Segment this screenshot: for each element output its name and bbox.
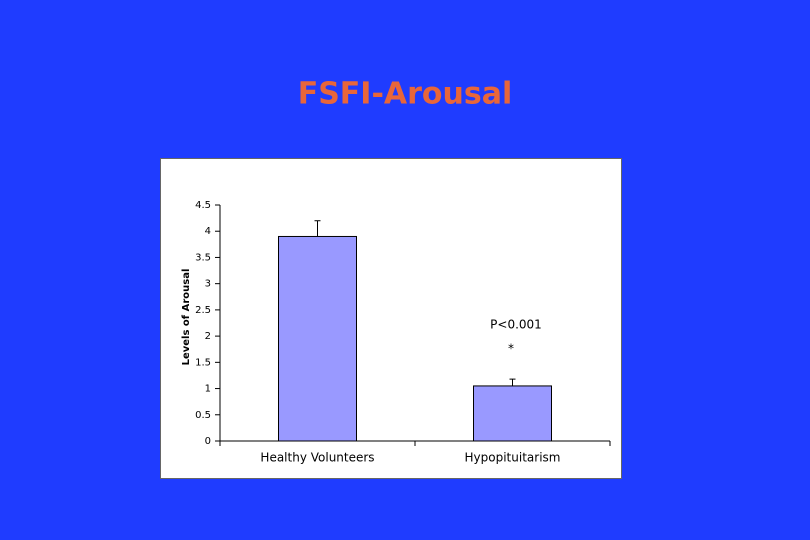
y-tick-label: 0 (205, 436, 211, 447)
y-tick-label: 0.5 (195, 410, 211, 421)
y-tick-label: 2.5 (195, 305, 211, 316)
chart-area (160, 158, 622, 479)
annotation: P<0.001 (490, 318, 542, 332)
y-tick-label: 1.5 (195, 357, 211, 368)
y-tick-label: 3.5 (195, 252, 211, 263)
x-tick-label: Hypopituitarism (465, 451, 561, 465)
y-tick-label: 4 (205, 226, 211, 237)
x-tick-label: Healthy Volunteers (260, 451, 374, 465)
bar (473, 385, 552, 442)
bar (278, 235, 357, 442)
annotation: * (508, 342, 514, 356)
y-axis-label: Levels of Arousal (181, 269, 192, 366)
y-tick-label: 4.5 (195, 200, 211, 211)
y-tick-label: 2 (205, 331, 211, 342)
y-tick-label: 1 (205, 384, 211, 395)
y-tick-label: 3 (205, 279, 211, 290)
slide-title: FSFI-Arousal (298, 77, 513, 112)
